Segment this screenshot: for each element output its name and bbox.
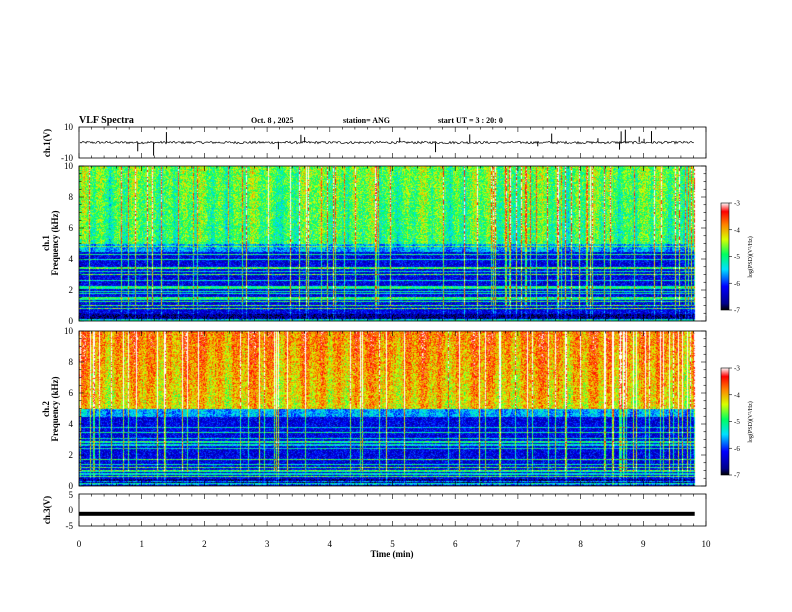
colorbar-tick-label: -3: [734, 365, 740, 373]
ch1-spectrogram-yticks: 0 2 4 6 8 10: [64, 161, 706, 326]
ch3-waveform-trace: [79, 511, 695, 516]
frequency-tick-label: 4: [69, 254, 74, 264]
time-tick-label: 0: [77, 539, 82, 549]
colorbar-tick-label: -5: [734, 418, 740, 426]
time-tick-label: 4: [328, 539, 333, 549]
ch1-waveform-trace: [79, 140, 695, 145]
frequency-tick-label: 10: [64, 161, 74, 171]
ch2-spectrogram-ylabel: ch.2: [41, 401, 51, 417]
ch1-spectrogram-image: [79, 166, 706, 321]
frequency-tick-label: 6: [69, 388, 74, 398]
frequency-tick-label: 0: [69, 316, 74, 326]
time-tick-label: 3: [265, 539, 270, 549]
frequency-tick-label: 6: [69, 223, 74, 233]
time-tick-label: 8: [578, 539, 583, 549]
frequency-tick-label: 0: [69, 481, 74, 491]
ch1-ytick-bottom: -10: [61, 153, 73, 163]
colorbar-tick-label: -5: [734, 253, 740, 261]
time-tick-label: 9: [641, 539, 646, 549]
time-tick-label: 7: [516, 539, 521, 549]
ch3-ytick-mid: 0: [69, 505, 74, 515]
ch1-spectrogram-ylabel: ch.1: [41, 235, 51, 251]
time-tick-label: 2: [202, 539, 207, 549]
ch1-waveform-xticks: [78, 127, 707, 158]
ch1-frequency-ylabel: Frequency (kHz): [50, 210, 60, 275]
frequency-tick-label: 10: [64, 326, 74, 336]
ch1-colorbar-ticks: -3 -4 -5 -6 -7: [729, 200, 740, 315]
ch1-waveform-panel: 10 -10 ch.1(V): [42, 122, 707, 163]
colorbar-tick-label: -4: [734, 226, 740, 234]
frequency-tick-label: 8: [69, 357, 74, 367]
ch2-spectrogram-yticks: 0 2 4 6 8 10: [64, 326, 706, 491]
colorbar-tick-label: -7: [734, 307, 740, 315]
ch3-ytick-bottom: -5: [66, 521, 74, 531]
ch1-spectrogram-xticks: [78, 166, 707, 321]
ch3-waveform-xticks: [78, 494, 707, 526]
frequency-tick-label: 8: [69, 192, 74, 202]
ch3-waveform-ylabel: ch.3(V): [42, 496, 52, 524]
ch2-colorbar: [720, 367, 730, 476]
ch3-waveform-panel: 5 0 -5 ch.3(V) 0 1 2 3 4 5 6 7 8 9 10 Time (min): [42, 490, 711, 559]
ch2-frequency-ylabel: Frequency (kHz): [50, 376, 60, 441]
time-axis-label: Time (min): [370, 549, 413, 559]
ch2-colorbar-ticks: -3 -4 -5 -6 -7: [729, 365, 740, 480]
ch1-ytick-top: 10: [64, 122, 74, 132]
frequency-tick-label: 4: [69, 419, 74, 429]
ch2-colorbar-label: log(PSD)(V²/Hz): [747, 401, 754, 442]
time-tick-label: 6: [453, 539, 458, 549]
colorbar-tick-label: -7: [734, 472, 740, 480]
ch1-waveform-ylabel: ch.1(V): [42, 129, 52, 157]
colorbar-tick-label: -6: [734, 280, 740, 288]
ch2-spectrogram-xticks: [78, 331, 707, 486]
time-tick-label: 5: [390, 539, 395, 549]
header-start-ut: start UT = 3 : 20: 0: [438, 116, 503, 125]
ch1-waveform-spikes: [137, 129, 652, 156]
frequency-tick-label: 2: [69, 285, 74, 295]
time-axis-tick-labels: 0 1 2 3 4 5 6 7 8 9 10: [77, 539, 711, 549]
ch2-spectrogram-image: [79, 331, 706, 486]
colorbar-tick-label: -3: [734, 200, 740, 208]
time-tick-label: 1: [139, 539, 144, 549]
header-date: Oct. 8 , 2025: [251, 116, 293, 125]
ch3-ytick-top: 5: [69, 490, 74, 500]
ch1-colorbar: [720, 202, 730, 311]
time-tick-label: 10: [702, 539, 712, 549]
header-station: station= ANG: [343, 116, 390, 125]
colorbar-tick-label: -4: [734, 391, 740, 399]
ch1-colorbar-label: log(PSD)(V²/Hz): [747, 236, 754, 277]
frequency-tick-label: 2: [69, 450, 74, 460]
figure-title: VLF Spectra: [79, 115, 134, 126]
colorbar-tick-label: -6: [734, 445, 740, 453]
